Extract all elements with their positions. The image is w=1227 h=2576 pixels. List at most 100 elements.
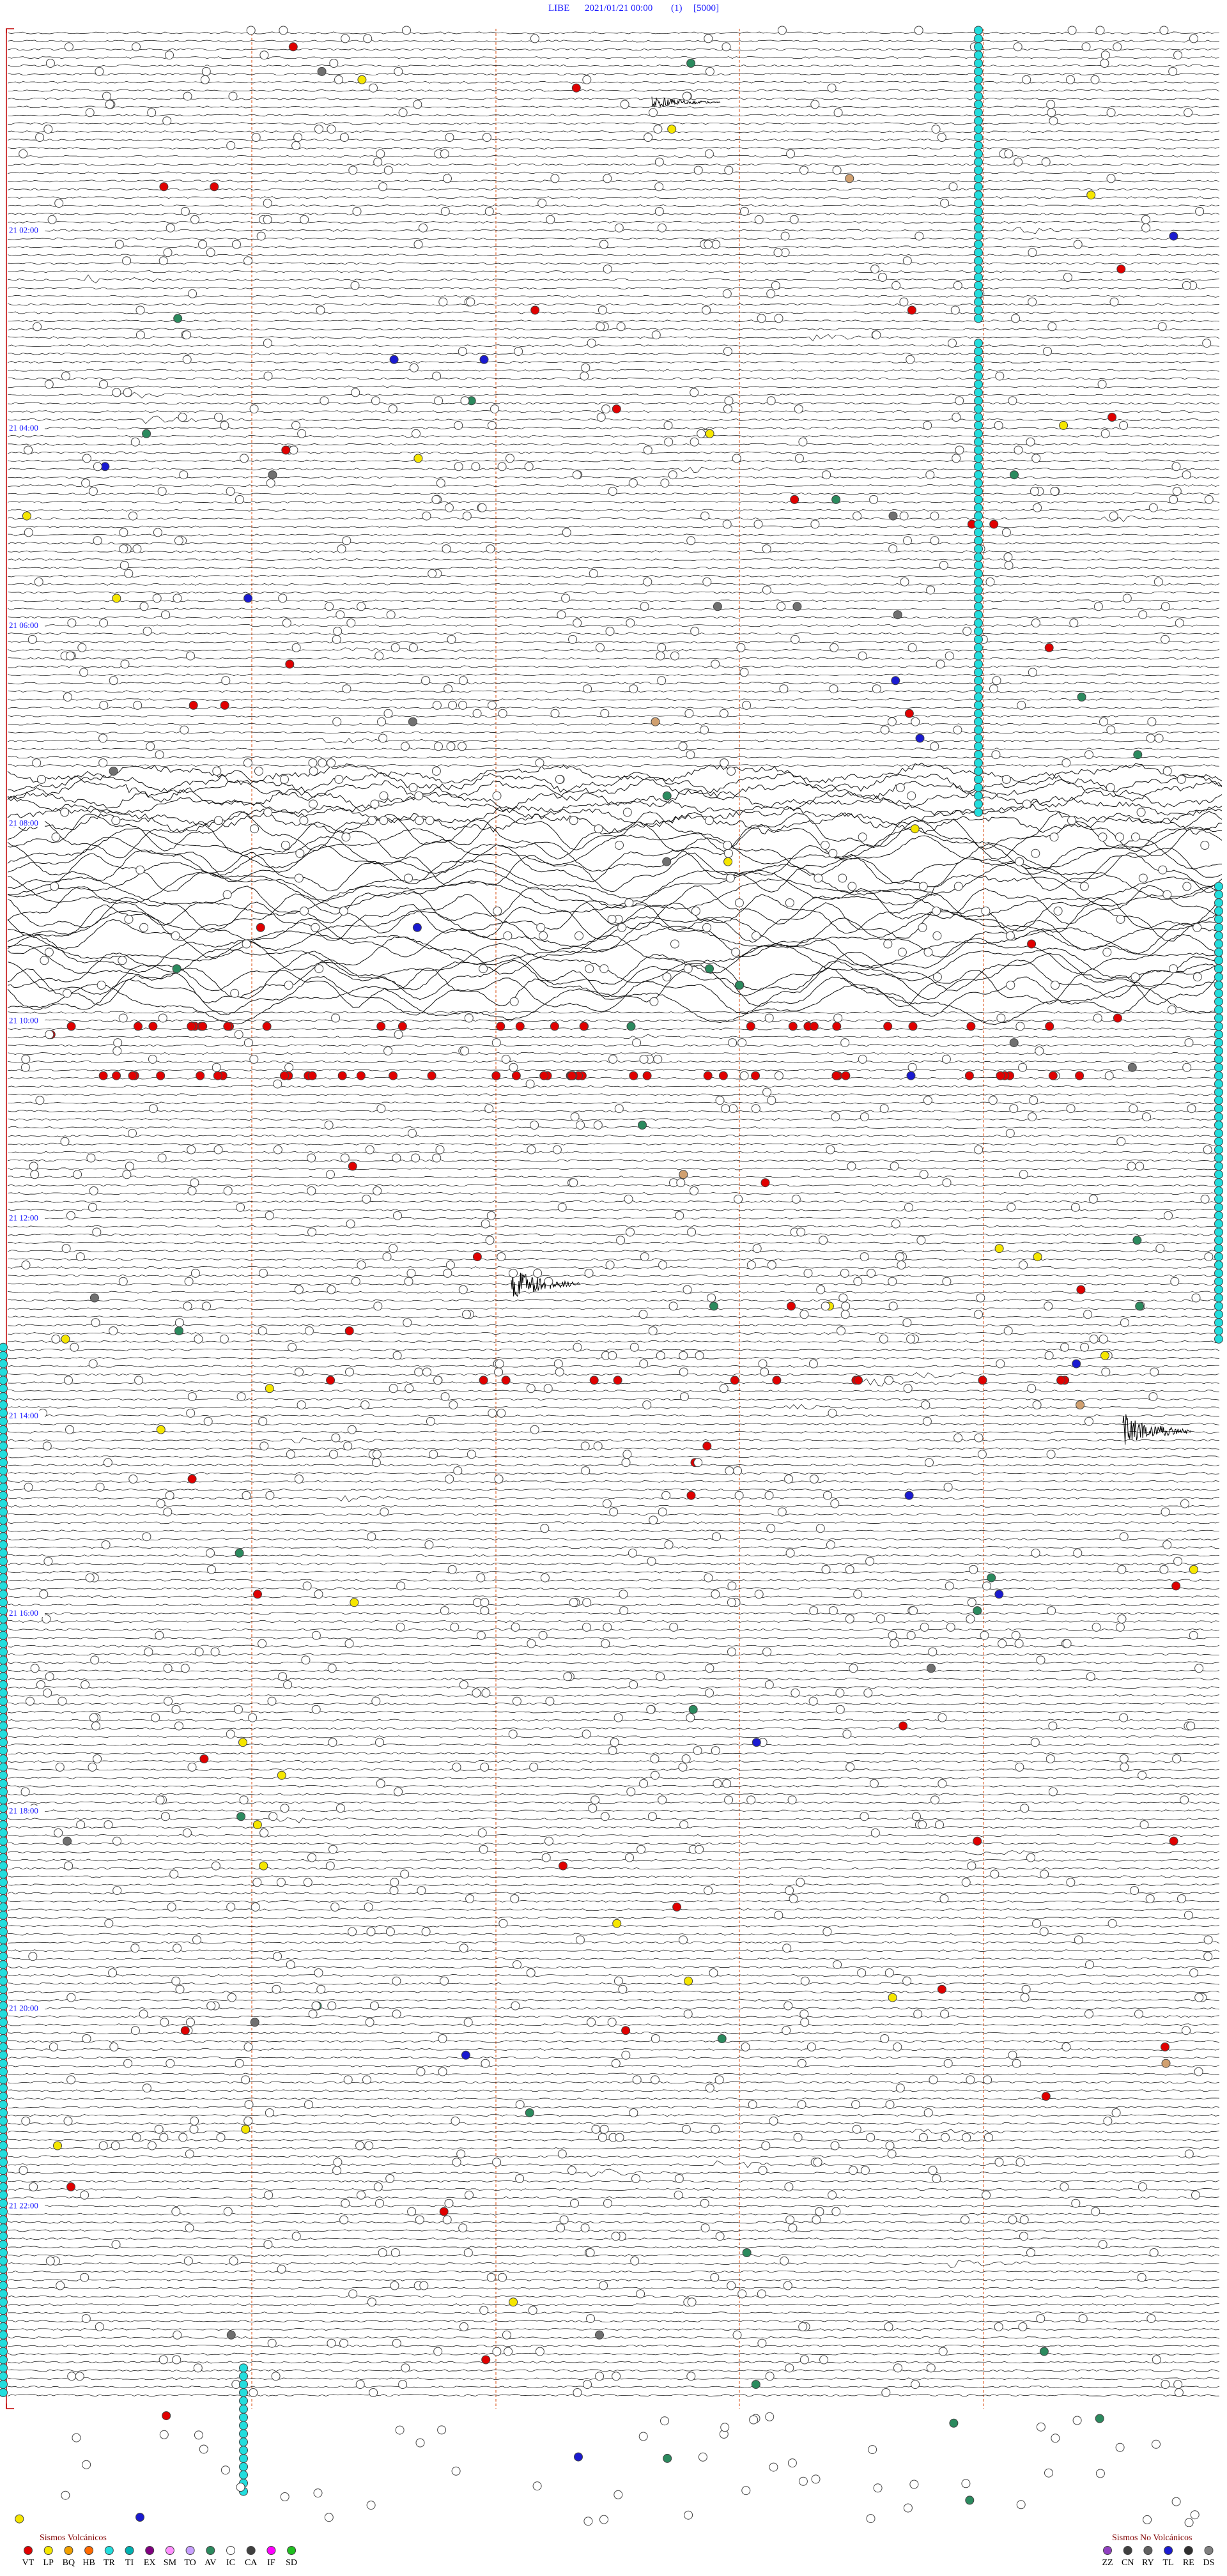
event-marker bbox=[91, 1318, 100, 1328]
event-marker bbox=[222, 890, 232, 900]
event-marker bbox=[1117, 1565, 1127, 1574]
event-marker bbox=[790, 494, 799, 504]
event-marker bbox=[1107, 413, 1117, 422]
event-marker bbox=[0, 1754, 8, 1763]
event-marker bbox=[480, 1762, 490, 1772]
event-marker bbox=[658, 1261, 668, 1269]
event-marker bbox=[1154, 577, 1163, 586]
event-marker bbox=[974, 223, 983, 233]
event-marker bbox=[1044, 1301, 1053, 1311]
event-marker bbox=[185, 2223, 194, 2233]
event-marker bbox=[415, 816, 424, 825]
event-marker bbox=[814, 873, 823, 883]
event-marker bbox=[365, 1145, 374, 1154]
event-marker bbox=[104, 1820, 113, 1830]
event-marker bbox=[1214, 1054, 1223, 1064]
event-marker bbox=[348, 1162, 357, 1171]
event-marker bbox=[0, 2149, 8, 2159]
event-marker bbox=[1132, 1236, 1142, 1245]
waveform bbox=[7, 976, 1223, 1017]
event-marker bbox=[445, 1261, 455, 1269]
waveform bbox=[7, 1404, 1220, 1410]
event-marker bbox=[887, 2149, 897, 2159]
event-marker bbox=[1214, 1153, 1223, 1163]
waveform bbox=[7, 146, 1220, 150]
event-marker bbox=[792, 602, 802, 611]
event-marker bbox=[1192, 972, 1202, 982]
event-marker bbox=[668, 470, 677, 480]
event-marker bbox=[0, 1927, 8, 1936]
event-marker bbox=[722, 519, 732, 529]
event-marker bbox=[904, 1491, 914, 1500]
waveform bbox=[7, 1834, 1220, 1837]
event-marker bbox=[0, 1952, 8, 1961]
event-marker bbox=[187, 1475, 197, 1483]
event-marker bbox=[605, 627, 615, 636]
event-marker bbox=[952, 454, 961, 463]
event-marker bbox=[341, 34, 350, 43]
event-marker bbox=[974, 371, 983, 381]
event-marker bbox=[974, 149, 983, 158]
event-marker bbox=[974, 602, 983, 611]
event-marker bbox=[832, 1022, 842, 1031]
event-marker bbox=[431, 767, 441, 776]
event-marker bbox=[320, 396, 329, 406]
event-marker bbox=[236, 2483, 245, 2492]
event-marker bbox=[555, 1367, 564, 1377]
event-marker bbox=[691, 907, 700, 916]
event-marker bbox=[1189, 1630, 1198, 1640]
waveform bbox=[7, 1653, 1220, 1656]
event-marker bbox=[252, 1878, 262, 1887]
event-marker bbox=[392, 1351, 402, 1360]
event-marker bbox=[155, 1630, 164, 1640]
event-marker bbox=[530, 1121, 539, 1130]
legend-marker bbox=[64, 2546, 73, 2555]
event-marker bbox=[409, 363, 419, 372]
event-marker bbox=[219, 1334, 229, 1344]
event-marker bbox=[911, 717, 920, 726]
event-marker bbox=[899, 1721, 908, 1731]
event-marker bbox=[605, 1261, 615, 1269]
event-marker bbox=[787, 1301, 796, 1311]
event-marker bbox=[679, 1392, 689, 1402]
event-marker bbox=[783, 2001, 793, 2011]
event-marker bbox=[327, 125, 336, 134]
event-marker bbox=[741, 2042, 750, 2051]
event-marker bbox=[1116, 264, 1126, 274]
event-marker bbox=[684, 709, 694, 718]
event-marker bbox=[1120, 1318, 1129, 1328]
event-marker bbox=[157, 1153, 167, 1163]
event-marker bbox=[869, 494, 879, 504]
event-marker bbox=[1100, 1351, 1109, 1360]
event-marker bbox=[202, 1301, 211, 1311]
event-marker bbox=[895, 783, 905, 792]
event-marker bbox=[40, 956, 49, 965]
event-marker bbox=[82, 454, 91, 463]
event-marker bbox=[21, 2116, 31, 2126]
legend-code: AV bbox=[204, 2558, 216, 2568]
event-marker bbox=[941, 2133, 950, 2142]
event-marker bbox=[165, 1491, 174, 1500]
legend-code: IF bbox=[267, 2558, 275, 2568]
event-marker bbox=[88, 1202, 97, 1212]
waveform bbox=[7, 2386, 1220, 2389]
event-marker bbox=[982, 2190, 991, 2200]
event-marker bbox=[626, 1787, 636, 1797]
event-marker bbox=[332, 2166, 342, 2175]
event-marker bbox=[401, 742, 410, 751]
event-marker bbox=[1113, 1013, 1122, 1023]
event-marker bbox=[888, 1630, 897, 1640]
event-marker bbox=[451, 2466, 461, 2476]
event-marker bbox=[0, 1376, 8, 1385]
event-marker bbox=[415, 2438, 425, 2448]
waveform bbox=[7, 2180, 1220, 2182]
event-marker bbox=[1098, 2240, 1107, 2250]
event-marker bbox=[821, 1565, 831, 1574]
event-marker bbox=[939, 560, 948, 570]
event-marker bbox=[1214, 1261, 1223, 1269]
event-marker bbox=[980, 1630, 989, 1640]
event-marker bbox=[748, 2100, 757, 2110]
event-marker bbox=[396, 1581, 406, 1591]
event-marker bbox=[614, 1713, 623, 1722]
event-marker bbox=[919, 1170, 929, 1179]
